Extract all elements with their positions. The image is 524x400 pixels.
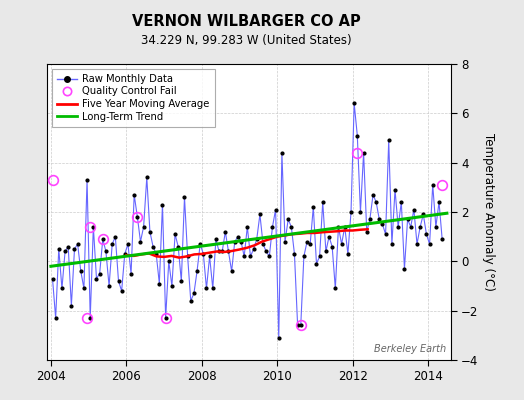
Text: VERNON WILBARGER CO AP: VERNON WILBARGER CO AP xyxy=(132,14,361,29)
Legend: Raw Monthly Data, Quality Control Fail, Five Year Moving Average, Long-Term Tren: Raw Monthly Data, Quality Control Fail, … xyxy=(52,69,214,126)
Text: Berkeley Earth: Berkeley Earth xyxy=(375,344,446,354)
Y-axis label: Temperature Anomaly (°C): Temperature Anomaly (°C) xyxy=(482,133,495,291)
Text: 34.229 N, 99.283 W (United States): 34.229 N, 99.283 W (United States) xyxy=(141,34,352,47)
